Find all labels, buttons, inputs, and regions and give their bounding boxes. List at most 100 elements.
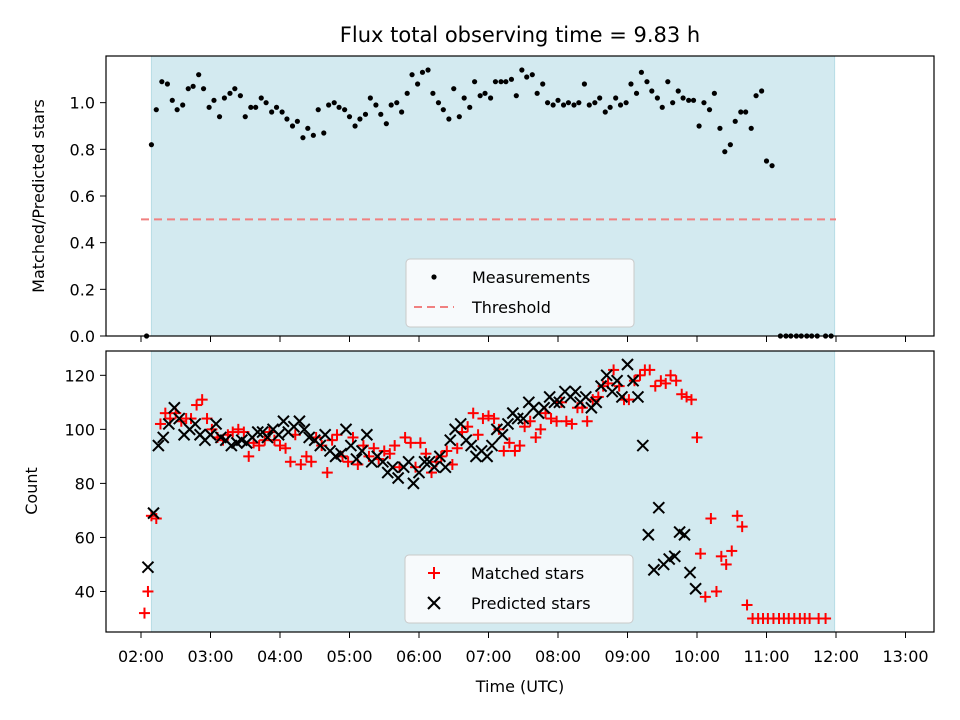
matched-star-point <box>665 369 677 381</box>
measurement-point <box>649 88 655 94</box>
x-tick-label: 09:00 <box>604 647 650 666</box>
measurement-point <box>346 114 353 120</box>
chart-title: Flux total observing time = 9.83 h <box>340 23 700 47</box>
measurement-point <box>216 114 223 120</box>
matched-star-point <box>820 612 832 624</box>
legend-matched-marker <box>428 567 440 579</box>
x-tick-label: 03:00 <box>187 647 233 666</box>
predicted-star-point <box>439 460 452 474</box>
measurement-point <box>174 107 180 113</box>
measurement-point <box>690 97 697 103</box>
predicted-star-point <box>147 506 160 520</box>
matched-star-point <box>280 442 292 454</box>
measurement-point <box>461 95 467 101</box>
measurement-point <box>654 95 660 101</box>
measurement-point <box>696 123 702 129</box>
measurement-point <box>560 102 567 108</box>
measurement-point <box>487 95 494 101</box>
measurement-point <box>686 97 692 103</box>
predicted-stars-points <box>141 358 702 595</box>
matched-star-point <box>243 450 255 462</box>
matched-star-point <box>691 431 703 443</box>
matched-star-point <box>581 415 593 427</box>
predicted-star-point <box>683 566 697 579</box>
predicted-star-point <box>652 501 665 514</box>
measurement-point <box>430 90 436 96</box>
measurement-point <box>242 114 248 120</box>
measurement-point <box>159 79 165 85</box>
measurement-point <box>440 107 446 113</box>
predicted-star-point <box>407 477 420 490</box>
measurement-point <box>753 93 759 99</box>
measurement-point <box>300 135 306 141</box>
predicted-star-point <box>590 396 603 409</box>
measurement-point <box>399 109 405 115</box>
y-tick-label: 120 <box>64 366 95 385</box>
measurement-point <box>148 142 155 148</box>
matched-star-point <box>405 437 417 449</box>
measurement-point <box>743 109 749 115</box>
predicted-star-point <box>418 455 431 468</box>
measurement-point <box>581 81 588 87</box>
y-axis-ticks: 40 60 80 100 120 <box>64 366 106 601</box>
matched-star-point <box>227 426 239 438</box>
measurement-point <box>435 100 442 106</box>
predicted-star-point <box>173 412 186 425</box>
matched-star-point <box>232 423 244 435</box>
y-axis-label: Matched/Predicted stars <box>29 99 48 293</box>
measurement-point <box>711 90 717 96</box>
measurement-point <box>492 79 499 85</box>
matched-star-point <box>196 394 208 406</box>
measurement-point <box>763 158 770 164</box>
matched-star-point <box>274 440 286 452</box>
predicted-star-point <box>339 423 353 436</box>
predicted-star-point <box>318 428 332 441</box>
predicted-star-point <box>626 374 640 387</box>
predicted-star-point <box>350 452 363 466</box>
measurement-point <box>415 81 421 87</box>
measurement-point <box>196 72 202 78</box>
predicted-star-point <box>433 450 447 463</box>
measurement-point <box>477 93 483 99</box>
measurement-point <box>269 109 275 115</box>
measurement-point <box>472 79 478 85</box>
predicted-star-point <box>272 428 285 441</box>
predicted-star-point <box>251 425 264 439</box>
x-axis-ticks <box>140 336 906 342</box>
matched-star-point <box>715 550 727 562</box>
measurement-point <box>701 100 707 106</box>
predicted-star-point <box>189 417 202 431</box>
measurement-point <box>367 95 373 101</box>
matched-star-point <box>378 445 390 457</box>
measurement-point <box>383 121 389 127</box>
matched-star-point <box>321 467 333 479</box>
predicted-star-point <box>496 428 509 441</box>
measurement-point <box>623 100 629 106</box>
x-tick-label: 06:00 <box>396 647 442 666</box>
matched-star-point <box>399 431 411 443</box>
measurement-point <box>394 100 400 106</box>
legend-predicted-marker <box>427 596 441 610</box>
measurement-point <box>321 130 327 136</box>
measurement-point <box>613 95 619 101</box>
predicted-star-point <box>261 431 274 444</box>
measurement-point <box>617 102 624 108</box>
matched-star-point <box>705 513 717 525</box>
measurement-point <box>659 104 665 110</box>
ratio-panel: Flux total observing time = 9.83 h 0.00.… <box>29 23 935 346</box>
measurement-point <box>607 104 613 110</box>
legend: Measurements Threshold <box>405 258 635 328</box>
predicted-star-point <box>548 396 561 409</box>
measurement-point <box>206 104 212 110</box>
predicted-star-point <box>480 450 494 463</box>
legend-box <box>405 258 635 328</box>
matched-star-point <box>670 375 682 387</box>
predicted-star-point <box>454 417 467 431</box>
matched-star-point <box>347 431 359 443</box>
measurement-point <box>352 123 358 129</box>
predicted-star-point <box>621 358 634 371</box>
measurement-point <box>200 86 207 92</box>
matched-star-point <box>154 418 166 430</box>
matched-star-point <box>342 456 354 468</box>
